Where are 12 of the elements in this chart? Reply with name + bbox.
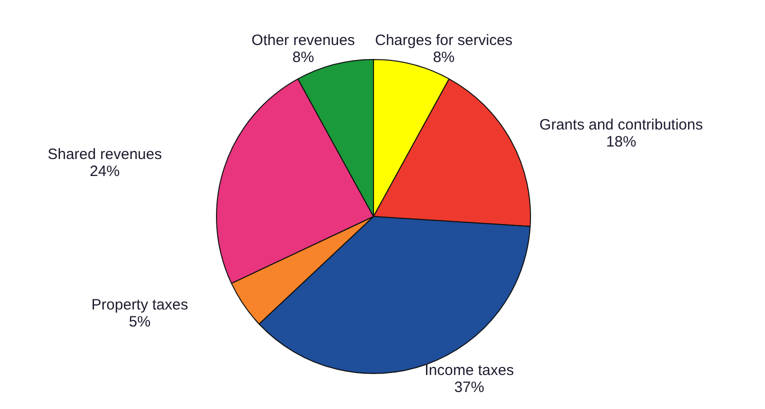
slice-label: Property taxes <box>91 296 188 314</box>
data-label: 37% <box>454 378 484 396</box>
slice-label: Grants and contributions <box>539 116 703 134</box>
data-label: 18% <box>606 133 636 150</box>
slice-label: Other revenues <box>252 32 355 50</box>
slice-label: Income taxes <box>424 362 514 379</box>
slice-label: Shared revenues <box>48 146 162 164</box>
data-label: 8% <box>432 49 455 66</box>
slice-label: Charges for services <box>375 32 513 50</box>
data-label: 24% <box>90 163 120 180</box>
data-label: 8% <box>292 49 314 66</box>
data-label: 5% <box>128 314 151 331</box>
